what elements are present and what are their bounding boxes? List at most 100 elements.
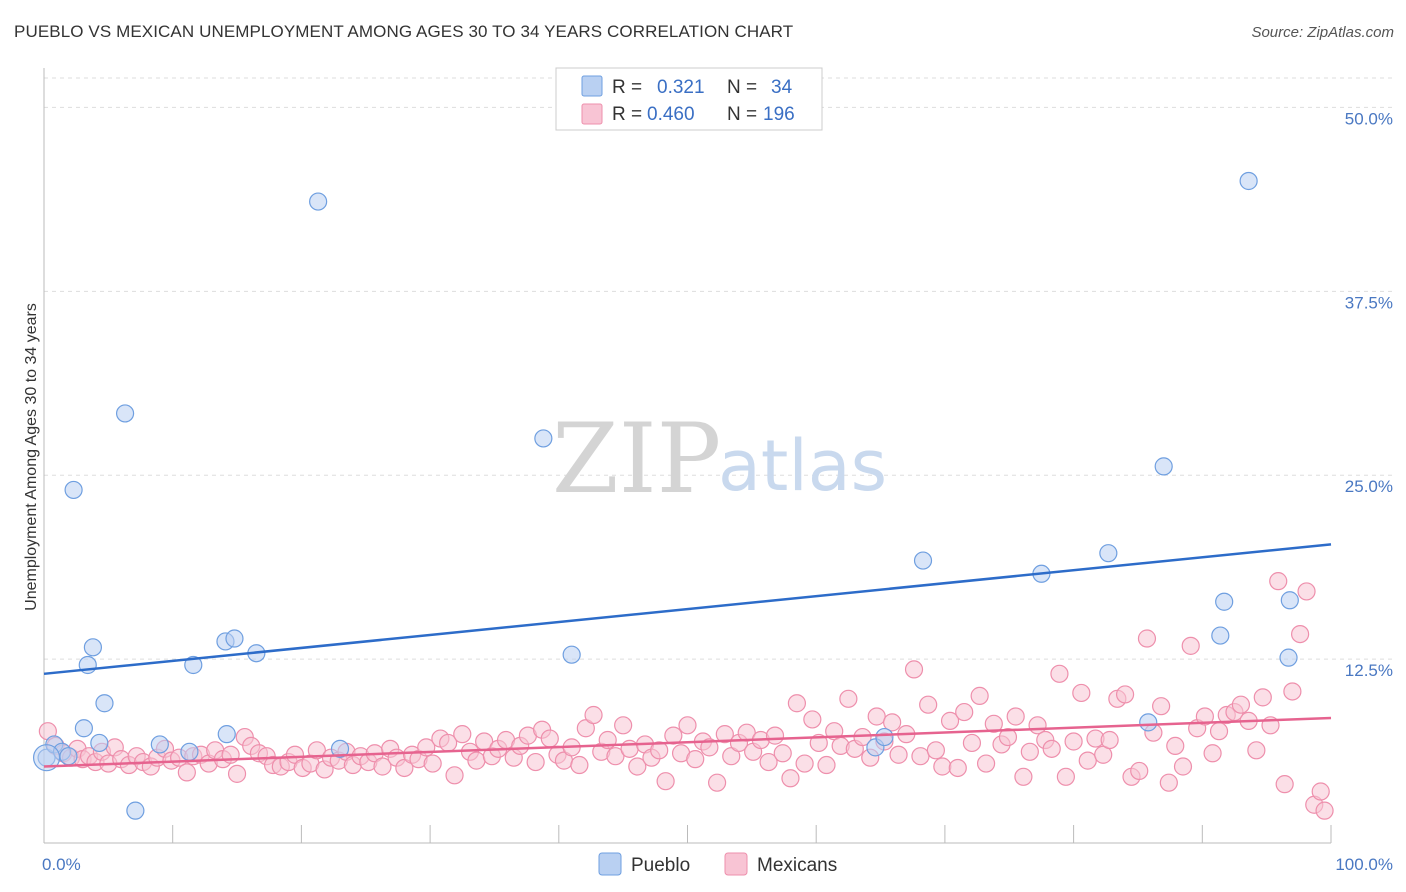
- point-mexicans-157: [1173, 757, 1193, 776]
- point-pueblo-5: [74, 719, 93, 738]
- point-mexicans-87: [664, 726, 683, 745]
- point-mexicans-176: [1311, 782, 1330, 801]
- point-mexicans-122: [919, 695, 938, 714]
- watermark-zip: ZIP: [552, 403, 721, 515]
- point-pueblo-27: [1099, 544, 1118, 563]
- point-mexicans-130: [976, 754, 996, 773]
- point-mexicans-165: [1231, 695, 1251, 714]
- legend-r-label-mexicans: R =: [612, 104, 642, 125]
- y-tick-label-3: 50.0%: [1345, 109, 1393, 128]
- point-pueblo-10: [115, 404, 135, 423]
- point-pueblo-11: [126, 801, 145, 820]
- point-mexicans-80: [614, 716, 633, 735]
- point-mexicans-170: [1269, 572, 1288, 591]
- point-mexicans-161: [1203, 744, 1222, 763]
- point-mexicans-147: [1100, 730, 1119, 750]
- point-mexicans-136: [1020, 742, 1039, 761]
- point-pueblo-21: [534, 429, 553, 448]
- point-mexicans-139: [1042, 739, 1061, 758]
- trend-line-mexicans: [43, 716, 1332, 768]
- point-mexicans-158: [1181, 636, 1200, 655]
- point-mexicans-167: [1247, 741, 1266, 760]
- point-mexicans-104: [787, 694, 806, 713]
- point-pueblo-34: [1280, 591, 1299, 610]
- y-tick-label-0: 12.5%: [1345, 661, 1393, 680]
- point-mexicans-121: [911, 747, 930, 766]
- point-mexicans-74: [570, 755, 589, 775]
- point-mexicans-140: [1050, 664, 1069, 683]
- point-mexicans-107: [809, 733, 828, 753]
- point-mexicans-160: [1195, 707, 1214, 726]
- trend-lines: [43, 543, 1332, 768]
- point-mexicans-117: [883, 713, 902, 732]
- point-pueblo-17: [225, 629, 244, 648]
- axis-layer: [43, 68, 1332, 844]
- point-mexicans-133: [998, 727, 1018, 747]
- point-mexicans-134: [1006, 707, 1025, 726]
- point-mexicans-135: [1014, 767, 1033, 786]
- legend-swatch-pueblo: [581, 75, 603, 97]
- point-mexicans-20: [177, 763, 196, 782]
- point-mexicans-171: [1275, 775, 1294, 794]
- point-mexicans-131: [984, 714, 1003, 733]
- point-mexicans-94: [715, 725, 734, 744]
- legend-r-label-pueblo: R =: [612, 77, 642, 98]
- point-mexicans-101: [765, 726, 785, 745]
- point-pueblo-19: [309, 192, 328, 211]
- point-mexicans-141: [1056, 767, 1075, 786]
- point-mexicans-142: [1064, 732, 1083, 751]
- point-pueblo-24: [875, 727, 894, 747]
- point-mexicans-120: [904, 660, 924, 679]
- watermark-atlas: atlas: [718, 425, 887, 507]
- point-mexicans-102: [773, 744, 792, 763]
- bottom-legend-label-mexicans: Mexicans: [757, 855, 837, 876]
- point-pueblo-25: [913, 551, 933, 570]
- point-mexicans-172: [1283, 682, 1302, 701]
- grid-layer: [44, 77, 1392, 660]
- point-mexicans-70: [540, 729, 559, 748]
- point-pueblo-4: [64, 480, 83, 500]
- point-mexicans-38: [307, 741, 326, 760]
- point-pueblo-32: [1239, 171, 1258, 191]
- point-pueblo-8: [90, 733, 109, 753]
- watermark: ZIP atlas: [552, 403, 887, 515]
- point-mexicans-155: [1159, 773, 1178, 792]
- x-tick-label-min: 0.0%: [42, 855, 81, 874]
- point-mexicans-168: [1253, 688, 1272, 707]
- point-pueblo-12: [150, 735, 169, 754]
- point-mexicans-68: [526, 752, 545, 772]
- point-pueblo-14: [184, 655, 203, 675]
- point-mexicans-81: [620, 739, 639, 758]
- point-mexicans-118: [889, 745, 908, 764]
- point-mexicans-152: [1137, 629, 1157, 648]
- point-pueblo-9: [95, 694, 114, 713]
- point-mexicans-54: [423, 754, 442, 773]
- point-mexicans-115: [867, 707, 886, 726]
- point-pueblo-33: [1279, 648, 1298, 667]
- point-mexicans-79: [606, 747, 625, 766]
- legend-n-label-mexicans: N =: [727, 104, 757, 125]
- point-mexicans-162: [1209, 722, 1229, 741]
- point-mexicans-177: [1315, 801, 1334, 820]
- legend-r-value-mexicans: 0.460: [647, 104, 695, 125]
- legend-n-label-pueblo: N =: [727, 77, 757, 98]
- y-tick-labels: 12.5% 25.0% 37.5% 50.0%: [1345, 109, 1393, 680]
- point-mexicans-108: [817, 755, 836, 775]
- y-axis-label: Unemployment Among Ages 30 to 34 years: [23, 303, 40, 611]
- point-pueblo-large: [32, 744, 61, 772]
- point-mexicans-174: [1297, 582, 1316, 601]
- point-mexicans-85: [650, 741, 669, 760]
- trend-line-pueblo: [43, 543, 1332, 676]
- point-mexicans-100: [759, 752, 778, 772]
- point-mexicans-60: [467, 751, 486, 770]
- legend-swatch-mexicans: [581, 103, 603, 125]
- point-pueblo-28: [1139, 713, 1158, 732]
- point-pueblo-16: [217, 725, 236, 744]
- point-mexicans-76: [584, 705, 603, 725]
- legend-box: R = 0.321 N = 34 R = 0.460 N = 196: [555, 67, 823, 131]
- point-mexicans-89: [678, 716, 697, 735]
- point-mexicans-151: [1130, 761, 1149, 781]
- point-mexicans-123: [926, 741, 945, 760]
- point-mexicans-173: [1291, 624, 1310, 644]
